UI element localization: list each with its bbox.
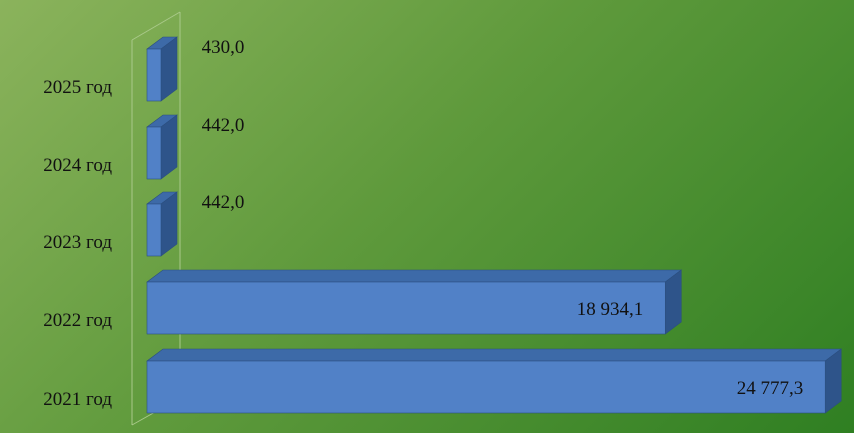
value-label-4: 442,0 xyxy=(202,115,245,136)
bar-5 xyxy=(146,36,178,102)
bar-4 xyxy=(146,114,178,180)
value-label-1: 24 777,3 xyxy=(737,378,804,399)
category-label-5: 2025 год xyxy=(43,77,112,98)
bar-1 xyxy=(146,348,843,414)
category-label-2: 2022 год xyxy=(43,310,112,331)
category-label-4: 2024 год xyxy=(43,155,112,176)
bar-2 xyxy=(146,269,683,335)
category-label-1: 2021 год xyxy=(43,389,112,410)
bar-3 xyxy=(146,191,178,257)
value-label-2: 18 934,1 xyxy=(577,299,644,320)
value-label-5: 430,0 xyxy=(202,37,245,58)
category-label-3: 2023 год xyxy=(43,232,112,253)
value-label-3: 442,0 xyxy=(202,192,245,213)
